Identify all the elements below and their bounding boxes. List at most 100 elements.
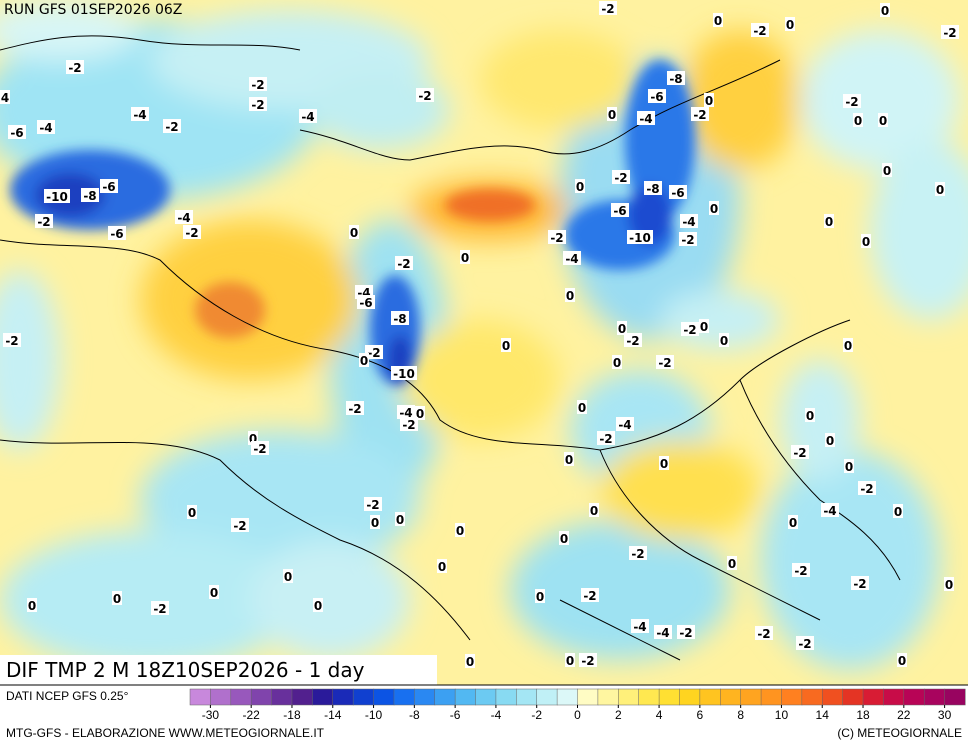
contour-label-bg xyxy=(151,601,169,615)
contour-label: 0 xyxy=(560,532,568,546)
scale-swatch xyxy=(923,688,946,706)
contour-label: 0 xyxy=(854,114,862,128)
contour-label-bg xyxy=(843,94,861,108)
contour-label-bg xyxy=(391,366,417,380)
contour-label: 0 xyxy=(720,334,728,348)
contour-label: 0 xyxy=(566,289,574,303)
contour-label-bg xyxy=(0,90,10,104)
contour-label: 0 xyxy=(28,599,36,613)
contour-label-bg xyxy=(727,556,737,570)
contour-label: 0 xyxy=(826,434,834,448)
contour-label-bg xyxy=(897,653,907,667)
contour-label: -2 xyxy=(233,519,246,533)
contour-label: -2 xyxy=(793,446,806,460)
scale-tick-label: 8 xyxy=(737,708,744,722)
borders xyxy=(0,35,901,661)
scale-tick-label: -6 xyxy=(450,708,461,722)
scale-swatch xyxy=(189,688,211,706)
contour-label: -6 xyxy=(110,227,123,241)
contour-label-bg xyxy=(416,88,434,102)
scale-swatch xyxy=(454,688,477,706)
contour-label-bg xyxy=(3,333,21,347)
scale-swatch xyxy=(556,688,579,706)
contour-label-bg xyxy=(589,503,599,517)
contour-label-bg xyxy=(397,405,415,419)
contour-label-bg xyxy=(597,431,615,445)
contour-label: -2 xyxy=(153,602,166,616)
contour-label: -2 xyxy=(681,233,694,247)
contour-label: -4 xyxy=(639,112,652,126)
contour-label: -4 xyxy=(177,211,190,225)
contour-label-bg xyxy=(709,201,719,215)
contour-label-bg xyxy=(100,179,118,193)
contour-label-bg xyxy=(465,654,475,668)
contour-label-bg xyxy=(163,119,181,133)
contour-label: -2 xyxy=(631,547,644,561)
contour-label-bg xyxy=(699,319,709,333)
contour-label-bg xyxy=(44,189,70,203)
contour-label-bg xyxy=(617,321,627,335)
contour-label-bg xyxy=(460,250,470,264)
contour-label-bg xyxy=(283,569,293,583)
contour-label: 0 xyxy=(945,578,953,592)
contour-label: 0 xyxy=(879,114,887,128)
contour-label: -2 xyxy=(550,231,563,245)
contour-label: 0 xyxy=(249,432,257,446)
map-field: -20-2 0-20-2-2-2-2-4-4-2-4-64-8-6 0-4 -20-2… xyxy=(0,0,968,685)
contour-label-bg xyxy=(792,563,810,577)
contour-label-bg xyxy=(501,338,511,352)
contour-label: 0 xyxy=(898,654,906,668)
contour-label-bg xyxy=(680,214,698,228)
contour-label: 0 xyxy=(789,516,797,530)
scale-swatch xyxy=(577,688,599,706)
contour-label-bg xyxy=(821,503,839,517)
contour-label-bg xyxy=(131,107,149,121)
scale-swatch xyxy=(373,688,395,706)
contour-label-bg xyxy=(395,256,413,270)
contour-label: -4 xyxy=(39,121,52,135)
contour-label: -6 xyxy=(650,90,663,104)
contour-label-bg xyxy=(359,353,369,367)
scale-swatch xyxy=(903,688,925,706)
contour-label-bg xyxy=(563,251,581,265)
contour-label-bg xyxy=(858,481,876,495)
contour-label: 0 xyxy=(700,320,708,334)
contour-label: 0 xyxy=(566,654,574,668)
contour-label-bg xyxy=(299,109,317,123)
contour-label-bg xyxy=(941,25,959,39)
contour-label: -2 xyxy=(845,95,858,109)
contour-label: -8 xyxy=(393,312,406,326)
contour-label-bg xyxy=(791,445,809,459)
contour-label: -4 xyxy=(399,406,412,420)
scale-swatch xyxy=(475,688,497,706)
contour-label: -6 xyxy=(671,186,684,200)
scale-swatch xyxy=(821,688,844,706)
contour-label: -4 xyxy=(133,108,146,122)
scale-swatch xyxy=(862,688,884,706)
contour-label: 0 xyxy=(578,401,586,415)
contour-label-bg xyxy=(27,598,37,612)
scale-swatch xyxy=(352,688,375,706)
contour-label-bg xyxy=(108,226,126,240)
contour-label: -8 xyxy=(646,182,659,196)
contour-label: -2 xyxy=(757,627,770,641)
contour-label: -2 xyxy=(251,78,264,92)
contour-label-bg xyxy=(669,185,687,199)
scale-tick-label: 2 xyxy=(615,708,622,722)
contour-label: 0 xyxy=(728,557,736,571)
contour-label: -6 xyxy=(613,204,626,218)
contour-label: -2 xyxy=(794,564,807,578)
contour-label: -2 xyxy=(418,89,431,103)
contour-label: 0 xyxy=(590,504,598,518)
contour-label: -8 xyxy=(669,72,682,86)
contour-label: 0 xyxy=(284,570,292,584)
contour-label-bg xyxy=(349,225,359,239)
contour-label: -4 xyxy=(301,110,314,124)
contour-label: -2 xyxy=(367,346,380,360)
contour-label: 0 xyxy=(710,202,718,216)
scale-swatch xyxy=(618,688,640,706)
scale-tick-label: 4 xyxy=(656,708,663,722)
contour-label-bg xyxy=(659,456,669,470)
contour-label: -2 xyxy=(366,498,379,512)
